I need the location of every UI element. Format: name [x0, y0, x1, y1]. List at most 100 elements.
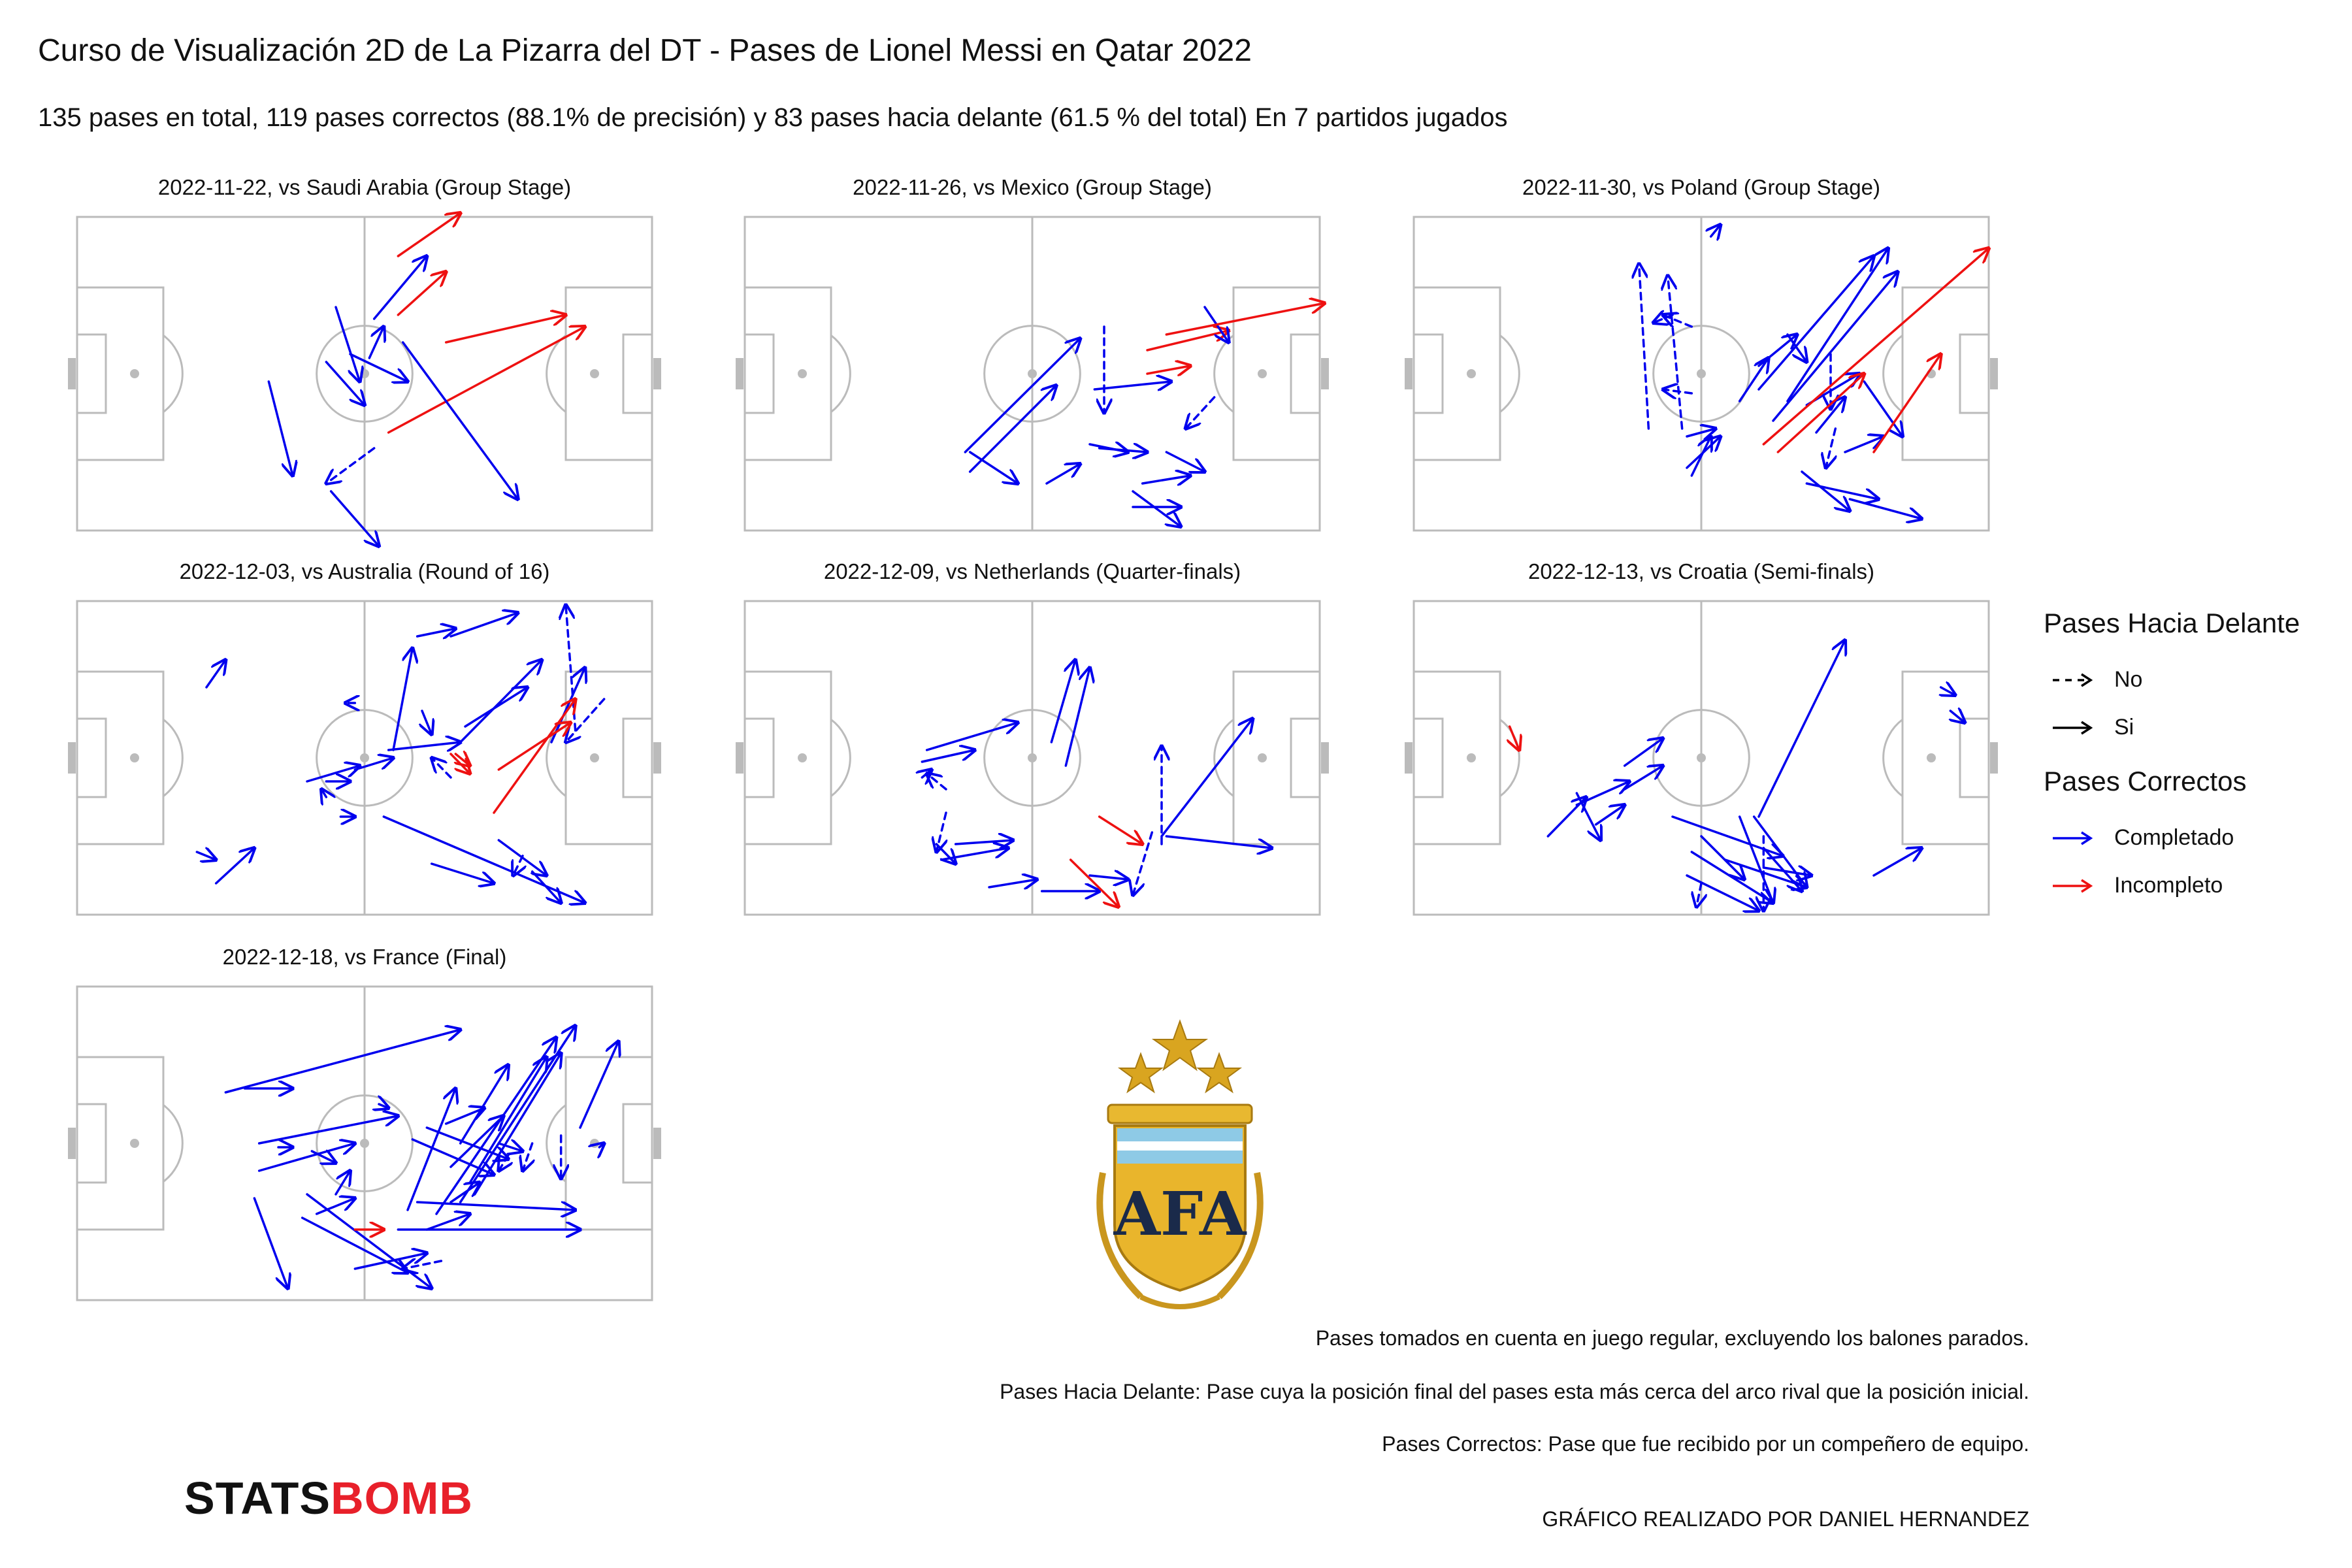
pass-arrow [1697, 882, 1701, 907]
center-spot [360, 753, 369, 762]
pass-arrow [1160, 719, 1252, 838]
legend-completed-label: Completado [2114, 825, 2234, 850]
pass-arrow [387, 742, 461, 750]
pass-arrow [306, 766, 360, 783]
pass-arrow [397, 213, 460, 257]
legend-incomplete: Incompleto [2044, 862, 2338, 909]
pass-arrow [449, 1116, 504, 1168]
pass-arrow [988, 879, 1037, 887]
pass-arrow [464, 687, 527, 728]
afa-crest-logo: AFA [1096, 1019, 1264, 1309]
pass-arrow [1141, 476, 1190, 483]
pass-arrow [1686, 429, 1716, 436]
pass-arrow [379, 1104, 389, 1108]
statsbomb-logo-part1: STATS [184, 1473, 331, 1524]
pass-arrow [1050, 660, 1075, 743]
pitch-lines [1405, 600, 1998, 916]
pass-arrow [195, 852, 216, 860]
pass-arrow [1772, 272, 1898, 422]
pass-arrow [329, 490, 379, 546]
legend-forward-no: No [2044, 656, 2338, 704]
pass-arrow [1654, 315, 1674, 323]
pitch-panel [68, 985, 661, 1301]
pass-arrow [382, 815, 585, 903]
six-yard-box-right [622, 717, 653, 798]
pass-arrow [468, 1057, 546, 1184]
panel-title: 2022-12-13, vs Croatia (Semi-finals) [1527, 559, 1875, 583]
penalty-spot-right [590, 369, 599, 378]
pass-arrow [513, 855, 523, 875]
penalty-spot-left [798, 369, 807, 378]
pass-arrow [372, 256, 427, 320]
pass-arrow [1872, 354, 1941, 453]
pass-arrow [1686, 874, 1759, 911]
penalty-spot-left [798, 753, 807, 762]
pass-arrow [425, 1214, 470, 1231]
goal-left [68, 358, 76, 389]
penalty-arc-left [163, 1104, 184, 1183]
six-yard-box-left [76, 717, 107, 798]
center-circle [983, 709, 1081, 807]
penalty-arc-left [830, 719, 851, 797]
pass-arrow [459, 1065, 508, 1145]
pass-arrow [1776, 374, 1864, 453]
pass-arrow [1826, 427, 1836, 468]
penalty-arc-right [1213, 719, 1234, 797]
center-spot [360, 1139, 369, 1148]
pass-arrow [403, 1261, 443, 1269]
pass-arrow [315, 1198, 355, 1215]
legend-correct-title: Pases Correctos [2044, 766, 2247, 796]
pass-arrow [1575, 792, 1601, 840]
pass-arrow [1064, 668, 1090, 767]
solid-arrow-icon [2053, 721, 2093, 734]
pass-arrow [1711, 225, 1721, 237]
pass-arrow [444, 1108, 485, 1125]
pass-arrow [459, 660, 542, 743]
pitch-panel [68, 217, 661, 531]
pitch-panel [1405, 600, 1998, 916]
pass-arrow [1686, 436, 1720, 469]
pass-arrow [257, 1143, 355, 1172]
page-subtitle: 135 pases en total, 119 pases correctos … [38, 103, 1508, 132]
pass-arrow [397, 272, 446, 316]
panel-title: 2022-12-18, vs France (Final) [222, 945, 507, 969]
center-circle [316, 1094, 414, 1192]
six-yard-box-right [1290, 333, 1321, 414]
penalty-box-left [743, 670, 832, 845]
pass-arrow [1132, 490, 1181, 527]
pass-arrow [335, 1171, 350, 1196]
pass-arrow [497, 839, 546, 875]
legend-forward-no-label: No [2114, 667, 2143, 692]
penalty-arc-left [163, 719, 184, 797]
pass-arrow [1165, 835, 1271, 848]
pass-arrow [1668, 276, 1684, 430]
center-circle [1652, 325, 1750, 423]
six-yard-box-right [622, 1103, 653, 1184]
pitch-panel [736, 600, 1329, 916]
blue-arrow-icon [2053, 831, 2093, 845]
penalty-spot-left [1467, 369, 1476, 378]
pass-arrow [253, 1197, 287, 1288]
pitch-lines [68, 216, 661, 532]
penalty-box-left [1413, 670, 1501, 845]
note-forward-definition: Pases Hacia Delante: Pase cuya la posici… [1000, 1380, 2029, 1403]
pass-arrow [1950, 711, 1965, 723]
dashed-arrow-icon [2053, 673, 2093, 687]
pass-arrow [1594, 805, 1625, 826]
goal-right [1321, 358, 1329, 389]
pass-arrow [267, 380, 293, 476]
penalty-box-left [743, 286, 832, 461]
six-yard-box-right [1290, 717, 1321, 798]
pass-arrow [310, 1151, 336, 1163]
pass-arrow [1146, 366, 1190, 374]
statsbomb-logo-part2: BOMB [331, 1473, 473, 1524]
six-yard-box-right [622, 333, 653, 414]
pass-arrow [1815, 397, 1845, 434]
pass-arrow [1088, 875, 1128, 879]
pass-arrow [1510, 725, 1520, 750]
red-arrow-icon [2053, 879, 2093, 892]
pass-arrow [1762, 868, 1811, 875]
pass-arrow [1146, 331, 1229, 351]
pass-arrow [1738, 358, 1769, 402]
panel-title: 2022-11-30, vs Poland (Group Stage) [1522, 175, 1880, 199]
